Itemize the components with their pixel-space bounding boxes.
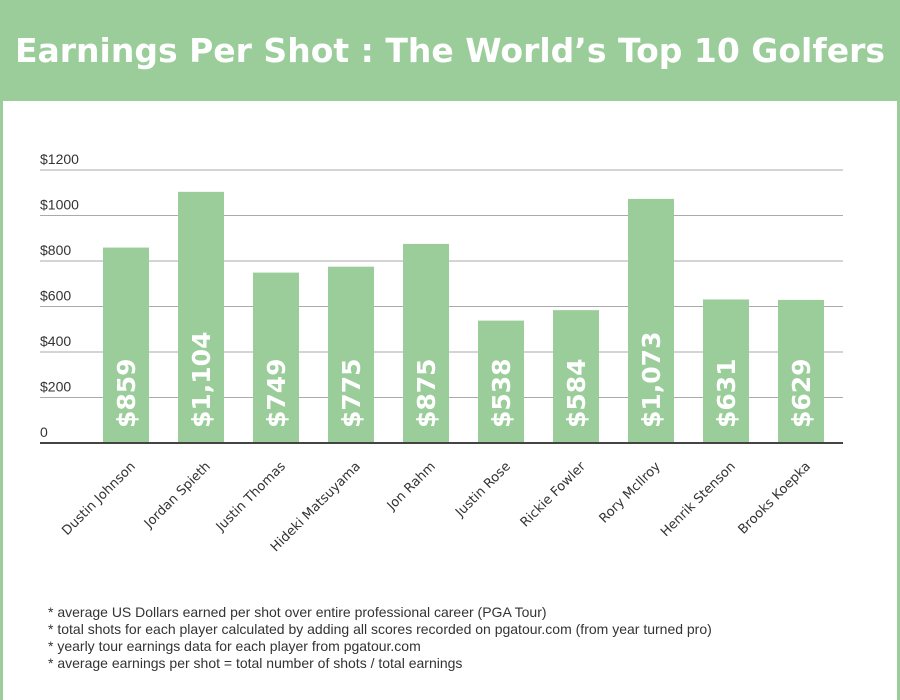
data-label: $1,104	[187, 332, 216, 428]
footnote: * yearly tour earnings data for each pla…	[48, 638, 421, 654]
x-tick-label: Dustin Johnson	[59, 459, 138, 538]
y-tick-label: $400	[40, 333, 71, 349]
y-tick-label: 0	[40, 424, 48, 440]
data-label: $629	[787, 358, 816, 428]
footnote: * average US Dollars earned per shot ove…	[48, 604, 547, 620]
title-banner: Earnings Per Shot : The World’s Top 10 G…	[0, 0, 900, 101]
x-tick-label: Rickie Fowler	[518, 459, 590, 531]
bar	[178, 191, 224, 443]
x-tick-label: Brooks Koepka	[736, 459, 814, 537]
x-tick-label: Henrik Stenson	[658, 459, 739, 540]
bar	[328, 266, 374, 443]
x-tick-label: Rory McIlroy	[597, 459, 664, 526]
data-label: $1,073	[637, 332, 666, 428]
data-label: $538	[487, 358, 516, 428]
data-label: $775	[337, 358, 366, 428]
bar	[553, 310, 599, 443]
footnotes: * average US Dollars earned per shot ove…	[48, 604, 712, 672]
x-tick-label: Justin Rose	[452, 459, 514, 521]
data-label: $631	[712, 358, 741, 428]
bar	[778, 299, 824, 443]
bar	[703, 299, 749, 443]
data-label: $749	[262, 358, 291, 428]
footnote: * average earnings per shot = total numb…	[48, 655, 463, 671]
y-tick-label: $800	[40, 242, 71, 258]
chart-title: Earnings Per Shot : The World’s Top 10 G…	[14, 31, 886, 70]
data-label: $875	[412, 358, 441, 428]
bar	[403, 243, 449, 443]
y-tick-label: $200	[40, 379, 71, 395]
x-tick-label: Jordan Spieth	[141, 459, 214, 532]
bar	[478, 320, 524, 443]
y-tick-label: $600	[40, 288, 71, 304]
bar	[103, 247, 149, 443]
x-tick-label: Justin Thomas	[213, 459, 289, 535]
bar	[253, 272, 299, 443]
y-tick-label: $1000	[40, 197, 79, 213]
footnote: * total shots for each player calculated…	[48, 621, 712, 637]
data-label: $584	[562, 358, 591, 428]
bar	[628, 198, 674, 443]
x-tick-label: Jon Rahm	[384, 459, 439, 514]
data-label: $859	[112, 358, 141, 428]
y-tick-label: $1200	[40, 151, 79, 167]
